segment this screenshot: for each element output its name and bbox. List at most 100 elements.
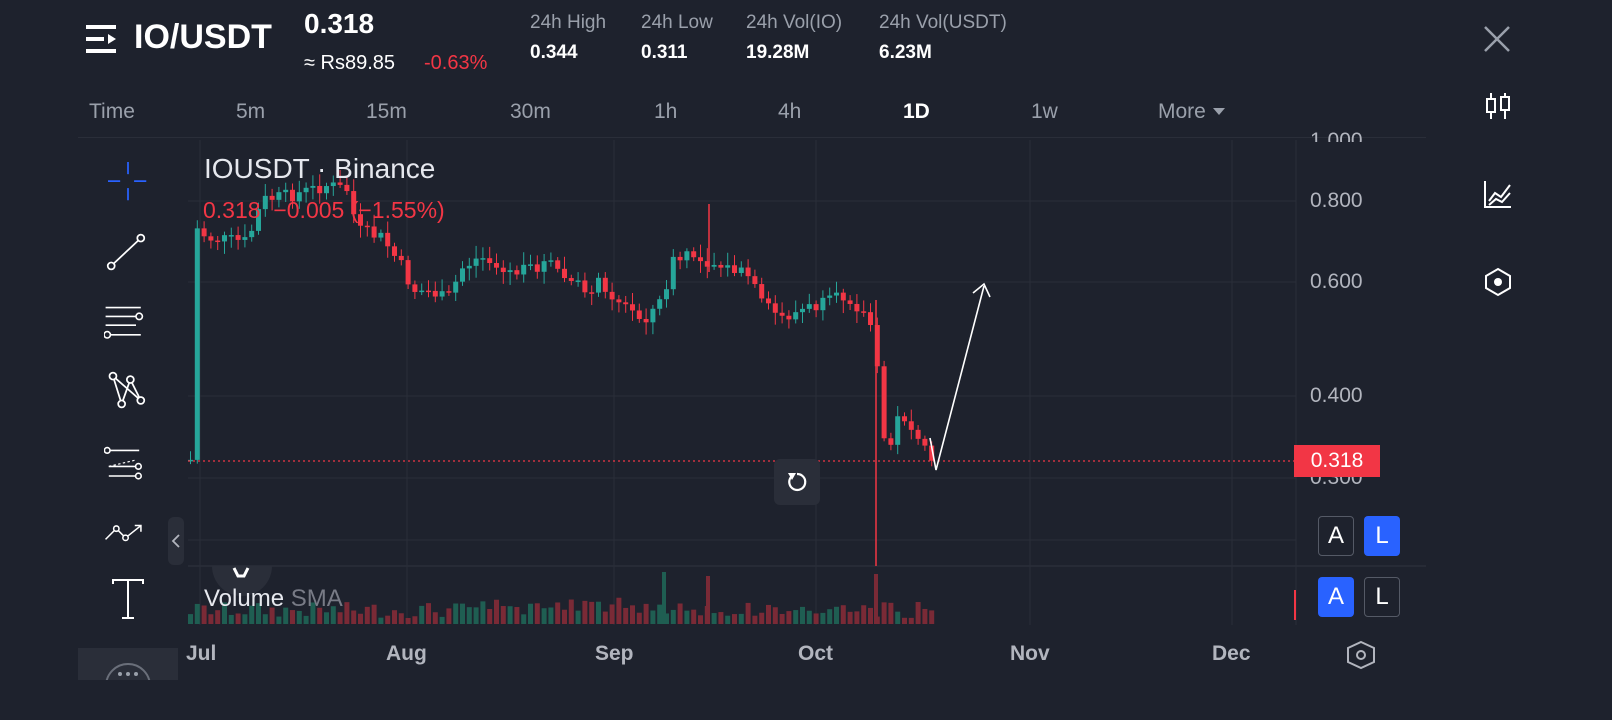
candle-body	[677, 256, 683, 261]
pair-title[interactable]: IO/USDT	[134, 18, 272, 56]
close-icon[interactable]	[1482, 24, 1512, 54]
candle-body	[616, 299, 622, 303]
date-tick: Oct	[798, 642, 834, 665]
candle-body	[568, 278, 574, 281]
crosshair-icon[interactable]	[108, 162, 148, 202]
tab-1w[interactable]: 1w	[1031, 100, 1058, 123]
volume-bar	[188, 614, 193, 624]
volume-bar	[840, 605, 846, 624]
volume-bar	[806, 610, 812, 624]
candle-body	[317, 185, 323, 194]
chart-settings-icon[interactable]	[1346, 640, 1376, 670]
volume-bar	[371, 604, 377, 624]
candle-body	[582, 280, 588, 293]
stat-value: 0.311	[641, 42, 688, 63]
pattern-icon[interactable]	[106, 370, 146, 410]
volume-bar	[698, 615, 703, 624]
volume-bar	[426, 603, 431, 624]
fib-retracement-icon[interactable]	[104, 302, 144, 342]
tab-1d[interactable]: 1D	[903, 100, 930, 123]
volume-bar	[854, 611, 860, 624]
toolbar-more-icon[interactable]	[78, 648, 178, 680]
volume-bar	[630, 605, 635, 624]
trend-line-icon[interactable]	[106, 232, 146, 272]
tab-time[interactable]: Time	[89, 100, 135, 123]
volume-bar	[888, 602, 894, 624]
volume-bar	[555, 602, 561, 624]
stat-value: 6.23M	[879, 42, 932, 63]
symbol-title[interactable]: IOUSDT · Binance	[204, 153, 436, 184]
tab-15m[interactable]: 15m	[366, 100, 407, 123]
candle-body	[664, 289, 669, 300]
volume-bar	[800, 606, 805, 624]
volume-bar	[432, 612, 438, 624]
path-icon[interactable]	[104, 514, 144, 554]
forecast-icon[interactable]	[104, 444, 144, 484]
candle-body	[228, 235, 234, 237]
candle-body	[460, 268, 465, 282]
candle-body	[188, 459, 193, 462]
hexagon-settings-icon[interactable]	[1478, 262, 1518, 302]
candle-body	[786, 315, 792, 320]
auto-scale-button[interactable]: A	[1318, 516, 1354, 556]
candle-body	[487, 258, 493, 264]
candle-body	[820, 297, 826, 311]
candle-body	[541, 261, 547, 272]
current-price-label: 0.318	[1310, 449, 1364, 472]
divider	[78, 137, 1426, 138]
tab-5m[interactable]: 5m	[236, 100, 266, 123]
last-price: 0.318	[304, 8, 375, 39]
collapse-toolbar-button[interactable]	[168, 517, 184, 565]
candle-body	[480, 258, 486, 260]
price-tick: 1.000	[1310, 129, 1363, 142]
candle-body	[861, 311, 867, 313]
volume-bar	[732, 614, 737, 624]
candle-body	[643, 318, 649, 323]
menu-icon[interactable]	[86, 22, 118, 56]
change-percent: -0.63%	[424, 52, 488, 74]
candle-body	[596, 277, 601, 293]
volume-bar	[358, 613, 363, 624]
volume-bar	[657, 604, 663, 624]
volume-log-scale-button[interactable]: L	[1364, 577, 1400, 617]
stat-low: 24h Low 0.311	[641, 12, 713, 64]
caret-down-icon	[1212, 103, 1226, 121]
candle-body	[772, 303, 778, 313]
candlestick-icon[interactable]	[1478, 86, 1518, 126]
volume-bar	[412, 616, 418, 624]
candle-body	[840, 292, 846, 301]
volume-bar	[500, 606, 506, 624]
reset-chart-button[interactable]	[774, 459, 820, 505]
volume-bar	[228, 614, 234, 624]
candle-body	[902, 416, 907, 422]
text-tool-icon[interactable]	[108, 579, 148, 620]
volume-bar	[718, 612, 724, 624]
stat-high: 24h High 0.344	[530, 12, 606, 64]
volume-bar	[303, 615, 309, 624]
candle-body	[473, 258, 479, 266]
stat-value: 0.344	[530, 42, 578, 63]
volume-bar	[684, 610, 690, 624]
candle-body	[398, 255, 404, 261]
tab-4h[interactable]: 4h	[778, 100, 802, 123]
volume-bar	[575, 610, 581, 624]
volume-bar	[922, 608, 928, 624]
tab-1h[interactable]: 1h	[654, 100, 678, 123]
tab-30m[interactable]: 30m	[510, 100, 551, 123]
volume-bar	[820, 612, 826, 624]
candle-body	[310, 185, 316, 188]
candle-body	[466, 265, 472, 269]
indicators-icon[interactable]	[1478, 174, 1518, 214]
volume-bar	[528, 603, 533, 624]
candle-body	[575, 280, 581, 282]
volume-bar	[337, 612, 343, 624]
log-scale-button[interactable]: L	[1364, 516, 1400, 556]
volume-bar	[623, 607, 629, 624]
volume-bar	[589, 601, 595, 624]
volume-ma-label: SMA	[290, 585, 343, 612]
candle-body	[514, 270, 520, 275]
volume-bar	[208, 614, 214, 624]
more-dropdown[interactable]: More	[1158, 100, 1226, 124]
volume-bar	[364, 606, 370, 624]
volume-auto-scale-button[interactable]: A	[1318, 577, 1354, 617]
